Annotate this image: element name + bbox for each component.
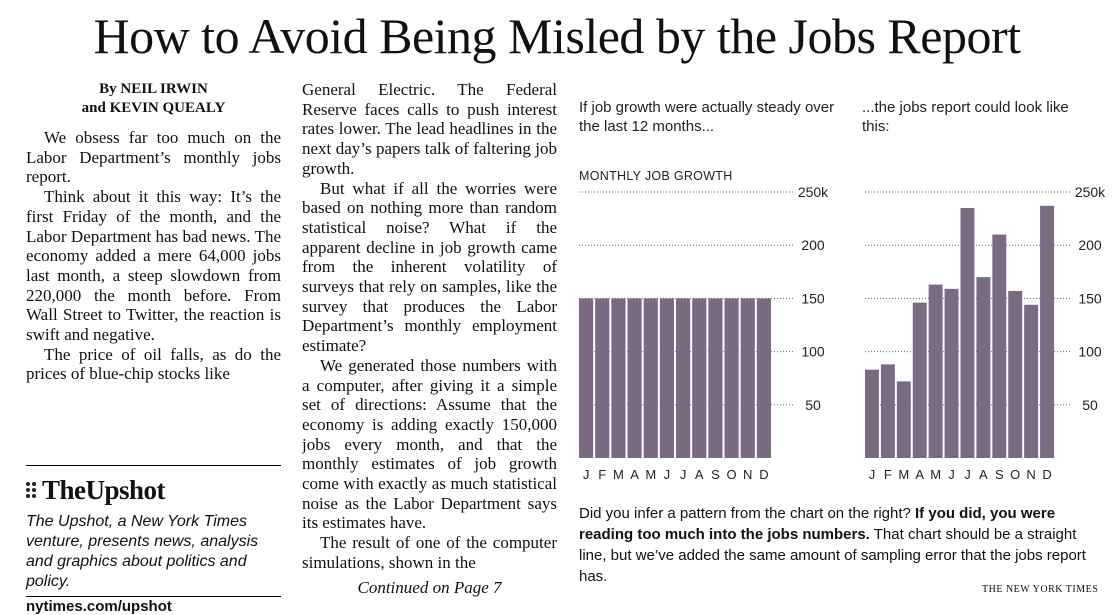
x-tick-label: N bbox=[1026, 467, 1035, 482]
bar bbox=[1008, 290, 1023, 458]
bar bbox=[865, 369, 879, 458]
bar bbox=[595, 298, 610, 458]
x-tick-label: M bbox=[613, 467, 624, 482]
bar bbox=[643, 298, 658, 458]
bar bbox=[676, 298, 691, 458]
upshot-logo: TheUpshot bbox=[26, 472, 281, 508]
y-tick-label: 50 bbox=[1082, 397, 1098, 413]
x-tick-label: J bbox=[680, 467, 687, 482]
byline: By NEIL IRWIN and KEVIN QUEALY bbox=[26, 80, 281, 118]
paragraph: But what if all the worries were based o… bbox=[302, 178, 557, 356]
y-tick-label: 150 bbox=[1078, 290, 1102, 306]
bar bbox=[708, 298, 723, 458]
bar bbox=[724, 298, 739, 458]
x-tick-label: A bbox=[915, 467, 924, 482]
divider bbox=[26, 596, 281, 597]
upshot-url[interactable]: nytimes.com/upshot bbox=[26, 598, 172, 615]
upshot-name: TheUpshot bbox=[42, 474, 166, 505]
article-column-1: By NEIL IRWIN and KEVIN QUEALY We obsess… bbox=[26, 80, 281, 615]
x-tick-label: O bbox=[727, 467, 737, 482]
y-tick-label: 200 bbox=[1078, 237, 1102, 253]
x-tick-label: J bbox=[869, 467, 876, 482]
byline-line-1: By NEIL IRWIN bbox=[99, 81, 208, 97]
paragraph: General Electric. The Federal Reserve fa… bbox=[302, 80, 557, 178]
y-tick-label: 100 bbox=[1078, 344, 1102, 360]
credit: THE NEW YORK TIMES bbox=[982, 584, 1099, 595]
paragraph: We generated those numbers with a comput… bbox=[302, 355, 557, 533]
y-tick-label: 50 bbox=[805, 397, 821, 413]
y-tick-label: 200 bbox=[801, 237, 825, 253]
bar bbox=[1024, 304, 1039, 458]
x-tick-label: M bbox=[898, 467, 909, 482]
bar bbox=[896, 381, 911, 458]
y-tick-label: 250k bbox=[1075, 184, 1106, 200]
x-tick-label: M bbox=[930, 467, 941, 482]
x-tick-label: J bbox=[664, 467, 671, 482]
article-column-2: General Electric. The Federal Reserve fa… bbox=[302, 80, 557, 570]
chart-intro-right: ...the jobs report could look like this: bbox=[862, 99, 1069, 135]
bar bbox=[1040, 205, 1054, 458]
bar bbox=[880, 364, 895, 458]
paragraph: We obsess far too much on the Labor Depa… bbox=[26, 128, 281, 187]
bar bbox=[992, 234, 1007, 458]
x-tick-label: A bbox=[979, 467, 988, 482]
paragraph: Think about it this way: It’s the first … bbox=[26, 187, 281, 345]
byline-line-2: and KEVIN QUEALY bbox=[81, 100, 226, 116]
x-tick-label: F bbox=[884, 467, 892, 482]
caption-text-end: That chart should be a straight line, bu… bbox=[579, 526, 1086, 585]
x-tick-label: D bbox=[759, 467, 768, 482]
column-1-text: We obsess far too much on the Labor Depa… bbox=[26, 128, 281, 455]
bar bbox=[756, 298, 771, 458]
x-tick-label: D bbox=[1042, 467, 1051, 482]
bar bbox=[611, 298, 626, 458]
paragraph: The price of oil falls, as do the prices… bbox=[26, 344, 281, 384]
upshot-description: The Upshot, a New York Times venture, pr… bbox=[26, 513, 259, 590]
x-tick-label: M bbox=[645, 467, 656, 482]
x-tick-label: J bbox=[948, 467, 955, 482]
bar bbox=[960, 207, 975, 458]
bar bbox=[976, 277, 991, 458]
bar bbox=[692, 298, 707, 458]
y-tick-label: 150 bbox=[801, 290, 825, 306]
chart-caption: Did you infer a pattern from the chart o… bbox=[579, 503, 1099, 587]
bar bbox=[579, 298, 594, 458]
chart-title: MONTHLY JOB GROWTH bbox=[579, 169, 733, 183]
x-tick-label: J bbox=[964, 467, 971, 482]
headline: How to Avoid Being Misled by the Jobs Re… bbox=[93, 8, 1021, 64]
column-2-text: General Electric. The Federal Reserve fa… bbox=[302, 80, 557, 570]
x-tick-label: A bbox=[630, 467, 639, 482]
x-tick-label: O bbox=[1010, 467, 1020, 482]
paragraph: The result of one of the computer simula… bbox=[302, 533, 557, 570]
bar bbox=[912, 302, 927, 458]
bar bbox=[928, 284, 943, 458]
chart-intro-left: If job growth were actually steady over … bbox=[579, 99, 835, 135]
y-tick-label: 100 bbox=[801, 344, 825, 360]
x-tick-label: F bbox=[598, 467, 606, 482]
x-tick-label: N bbox=[743, 467, 752, 482]
caption-bold: If you did, you were reading too much in… bbox=[579, 505, 1056, 543]
x-tick-label: J bbox=[583, 467, 590, 482]
caption-text: Did you infer a pattern from the chart o… bbox=[579, 505, 916, 522]
bar bbox=[740, 298, 755, 458]
y-tick-label: 250k bbox=[798, 184, 829, 200]
bar bbox=[627, 298, 642, 458]
bar bbox=[944, 288, 959, 458]
x-tick-label: S bbox=[711, 467, 720, 482]
divider bbox=[26, 465, 281, 466]
x-tick-label: S bbox=[995, 467, 1004, 482]
upshot-dots-icon bbox=[26, 482, 36, 498]
bar bbox=[659, 298, 674, 458]
continued-note[interactable]: Continued on Page 7 bbox=[357, 578, 502, 597]
x-tick-label: A bbox=[695, 467, 704, 482]
